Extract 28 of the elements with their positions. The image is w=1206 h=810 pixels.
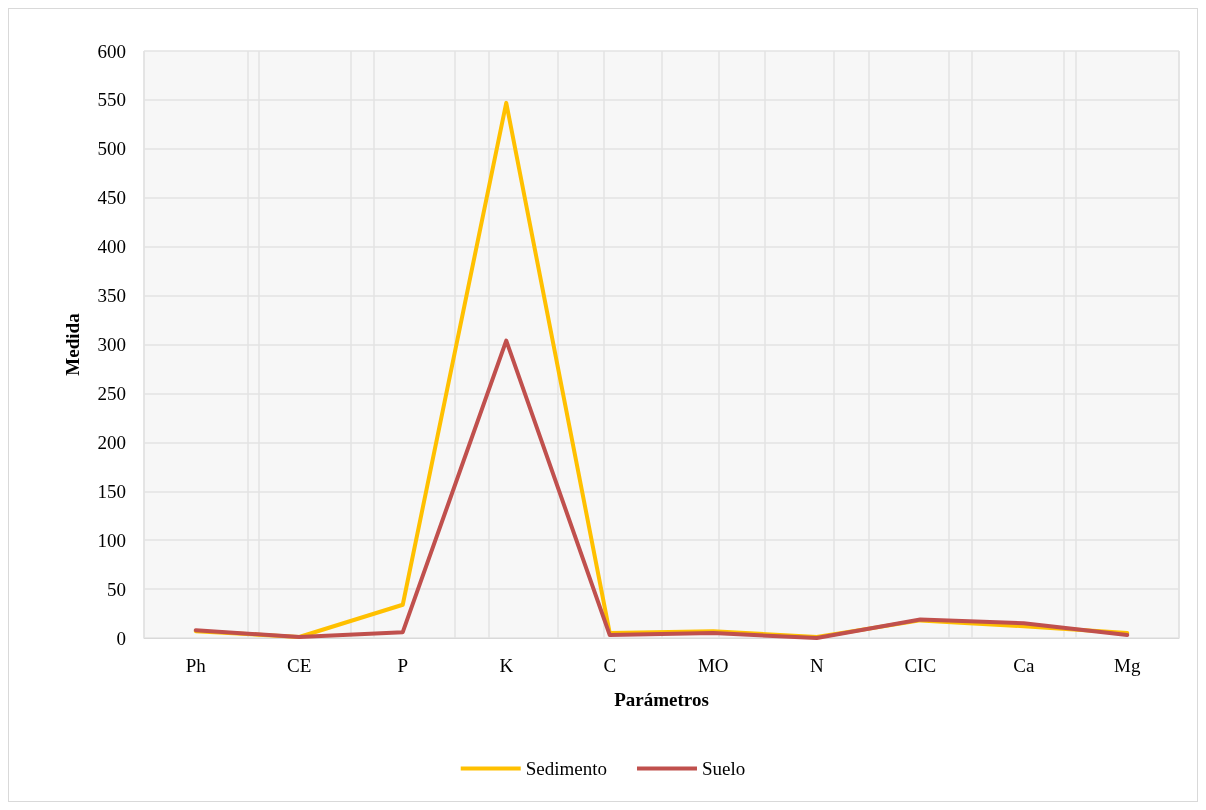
y-tick-label: 450 — [97, 187, 126, 209]
y-tick-label: 400 — [97, 236, 126, 258]
legend-label: Suelo — [702, 758, 746, 779]
y-tick-label: 350 — [97, 285, 126, 307]
x-tick-label: CIC — [904, 655, 937, 676]
x-tick-label: MO — [697, 655, 729, 676]
x-tick-label: Ca — [1013, 655, 1035, 676]
y-axis-title: Medida — [62, 312, 83, 376]
x-tick-label: K — [499, 655, 514, 676]
y-tick-label: 100 — [97, 529, 126, 551]
legend-label: Sedimento — [525, 758, 608, 779]
y-tick-label: 50 — [107, 578, 126, 600]
x-tick-label: C — [603, 655, 617, 676]
y-tick-label: 150 — [97, 480, 126, 502]
x-tick-label: P — [397, 655, 409, 676]
y-tick-label: 250 — [97, 382, 126, 404]
y-tick-label: 550 — [97, 89, 126, 111]
y-tick-label: 500 — [97, 138, 126, 160]
x-tick-label: Mg — [1114, 655, 1141, 676]
y-tick-label: 300 — [97, 334, 126, 355]
line-series — [193, 338, 1130, 640]
y-tick-label: 600 — [97, 40, 126, 62]
y-tick-label: 0 — [116, 627, 126, 649]
x-tick-label: CE — [287, 655, 312, 676]
y-tick-label: 200 — [97, 431, 126, 453]
x-axis-title: Parámetros — [614, 689, 709, 710]
x-tick-label: N — [809, 655, 824, 676]
x-tick-label: Ph — [185, 655, 207, 676]
